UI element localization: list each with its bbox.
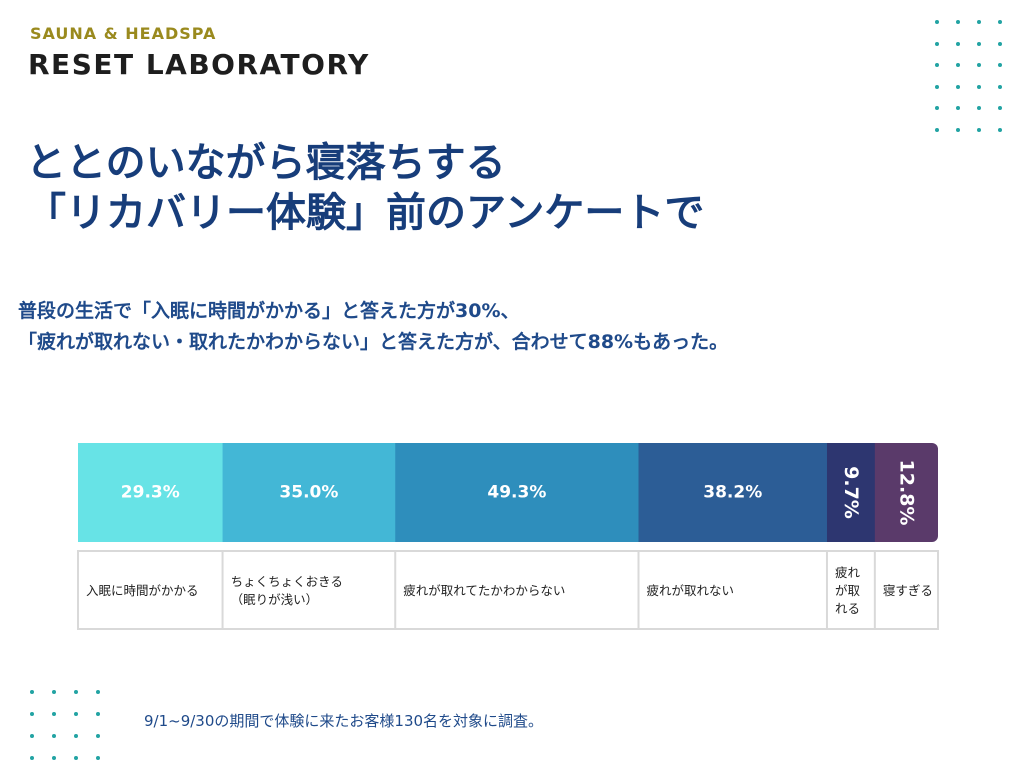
decorative-dot (96, 712, 100, 716)
decorative-dot (30, 712, 34, 716)
decorative-dot (52, 756, 56, 760)
decorative-dot (96, 734, 100, 738)
decorative-dot (74, 712, 78, 716)
bar-value-label: 9.7% (840, 466, 862, 519)
category-label: 疲れが取れない (647, 583, 735, 598)
decorative-dot (935, 106, 939, 110)
label-table (77, 550, 939, 630)
summary-line-2: 「疲れが取れない・取れたかわからない」と答えた方が、合わせて88%もあった。 (18, 331, 729, 353)
decorative-dot (30, 756, 34, 760)
decorative-dot (998, 127, 1002, 132)
decorative-dot (30, 690, 34, 694)
decorative-dot (935, 127, 939, 132)
summary-line-1: 普段の生活で「入眠に時間がかかる」と答えた方が30%、 (18, 300, 520, 322)
brand-subtitle: SAUNA & HEADSPA (30, 24, 217, 43)
category-label: 入眠に時間がかかる (86, 583, 199, 598)
decorative-dot (935, 84, 939, 89)
decorative-dot (998, 20, 1002, 24)
decorative-dot (956, 106, 960, 110)
decorative-dot (998, 84, 1002, 89)
decorative-dot (977, 41, 981, 46)
decorative-dot (956, 20, 960, 24)
summary-text: 普段の生活で「入眠に時間がかかる」と答えた方が30%、 「疲れが取れない・取れた… (18, 296, 728, 358)
category-label: 寝すぎる (883, 583, 933, 598)
decorative-dot (74, 734, 78, 738)
decorative-dot (52, 734, 56, 738)
decorative-dot (96, 690, 100, 694)
bar-segment (222, 443, 396, 542)
decorative-dot (52, 712, 56, 716)
bar-segments (78, 443, 938, 542)
bar-segment (874, 443, 938, 542)
category-label: 疲れが取れてたかわからない (403, 583, 565, 598)
decorative-dot (74, 690, 78, 694)
decorative-dot (935, 63, 939, 67)
decorative-dot (977, 20, 981, 24)
decorative-dot (977, 127, 981, 132)
decorative-dot (935, 20, 939, 24)
bar-value-label: 12.8% (895, 460, 917, 526)
bar-segment (395, 443, 640, 542)
bar-value-label: 35.0% (279, 483, 338, 503)
survey-footnote: 9/1~9/30の期間で体験に来たお客様130名を対象に調査。 (144, 712, 544, 730)
decorative-dot (998, 41, 1002, 46)
headline: ととのいながら寝落ちする 「リカバリー体験」前のアンケートで (26, 138, 704, 238)
decorative-dot (956, 84, 960, 89)
decorative-dot (977, 106, 981, 110)
decorative-dot (977, 63, 981, 67)
bar-value-label: 38.2% (703, 483, 762, 503)
decorative-dot (956, 63, 960, 67)
decorative-dot (30, 734, 34, 738)
decorative-dot (74, 756, 78, 760)
headline-line-2: 「リカバリー体験」前のアンケートで (26, 190, 705, 236)
decorative-dot (935, 41, 939, 46)
headline-line-1: ととのいながら寝落ちする (26, 140, 506, 186)
bar-segment (78, 443, 224, 542)
category-label: 疲れが取れる (835, 565, 861, 616)
bar-segment (638, 443, 828, 542)
brand-name: RESET LABORATORY (28, 48, 370, 81)
bar-value-label: 29.3% (121, 483, 180, 503)
bar-segment (826, 443, 876, 542)
decorative-dot (52, 690, 56, 694)
decorative-dot (998, 63, 1002, 67)
decorative-dot (956, 127, 960, 132)
bar-value-label: 49.3% (487, 483, 546, 503)
category-label: ちょくちょくおきる（眠りが浅い） (231, 574, 343, 607)
decorative-dot (956, 41, 960, 46)
decorative-dot (998, 106, 1002, 110)
decorative-dot (977, 84, 981, 89)
decorative-dot (96, 756, 100, 760)
